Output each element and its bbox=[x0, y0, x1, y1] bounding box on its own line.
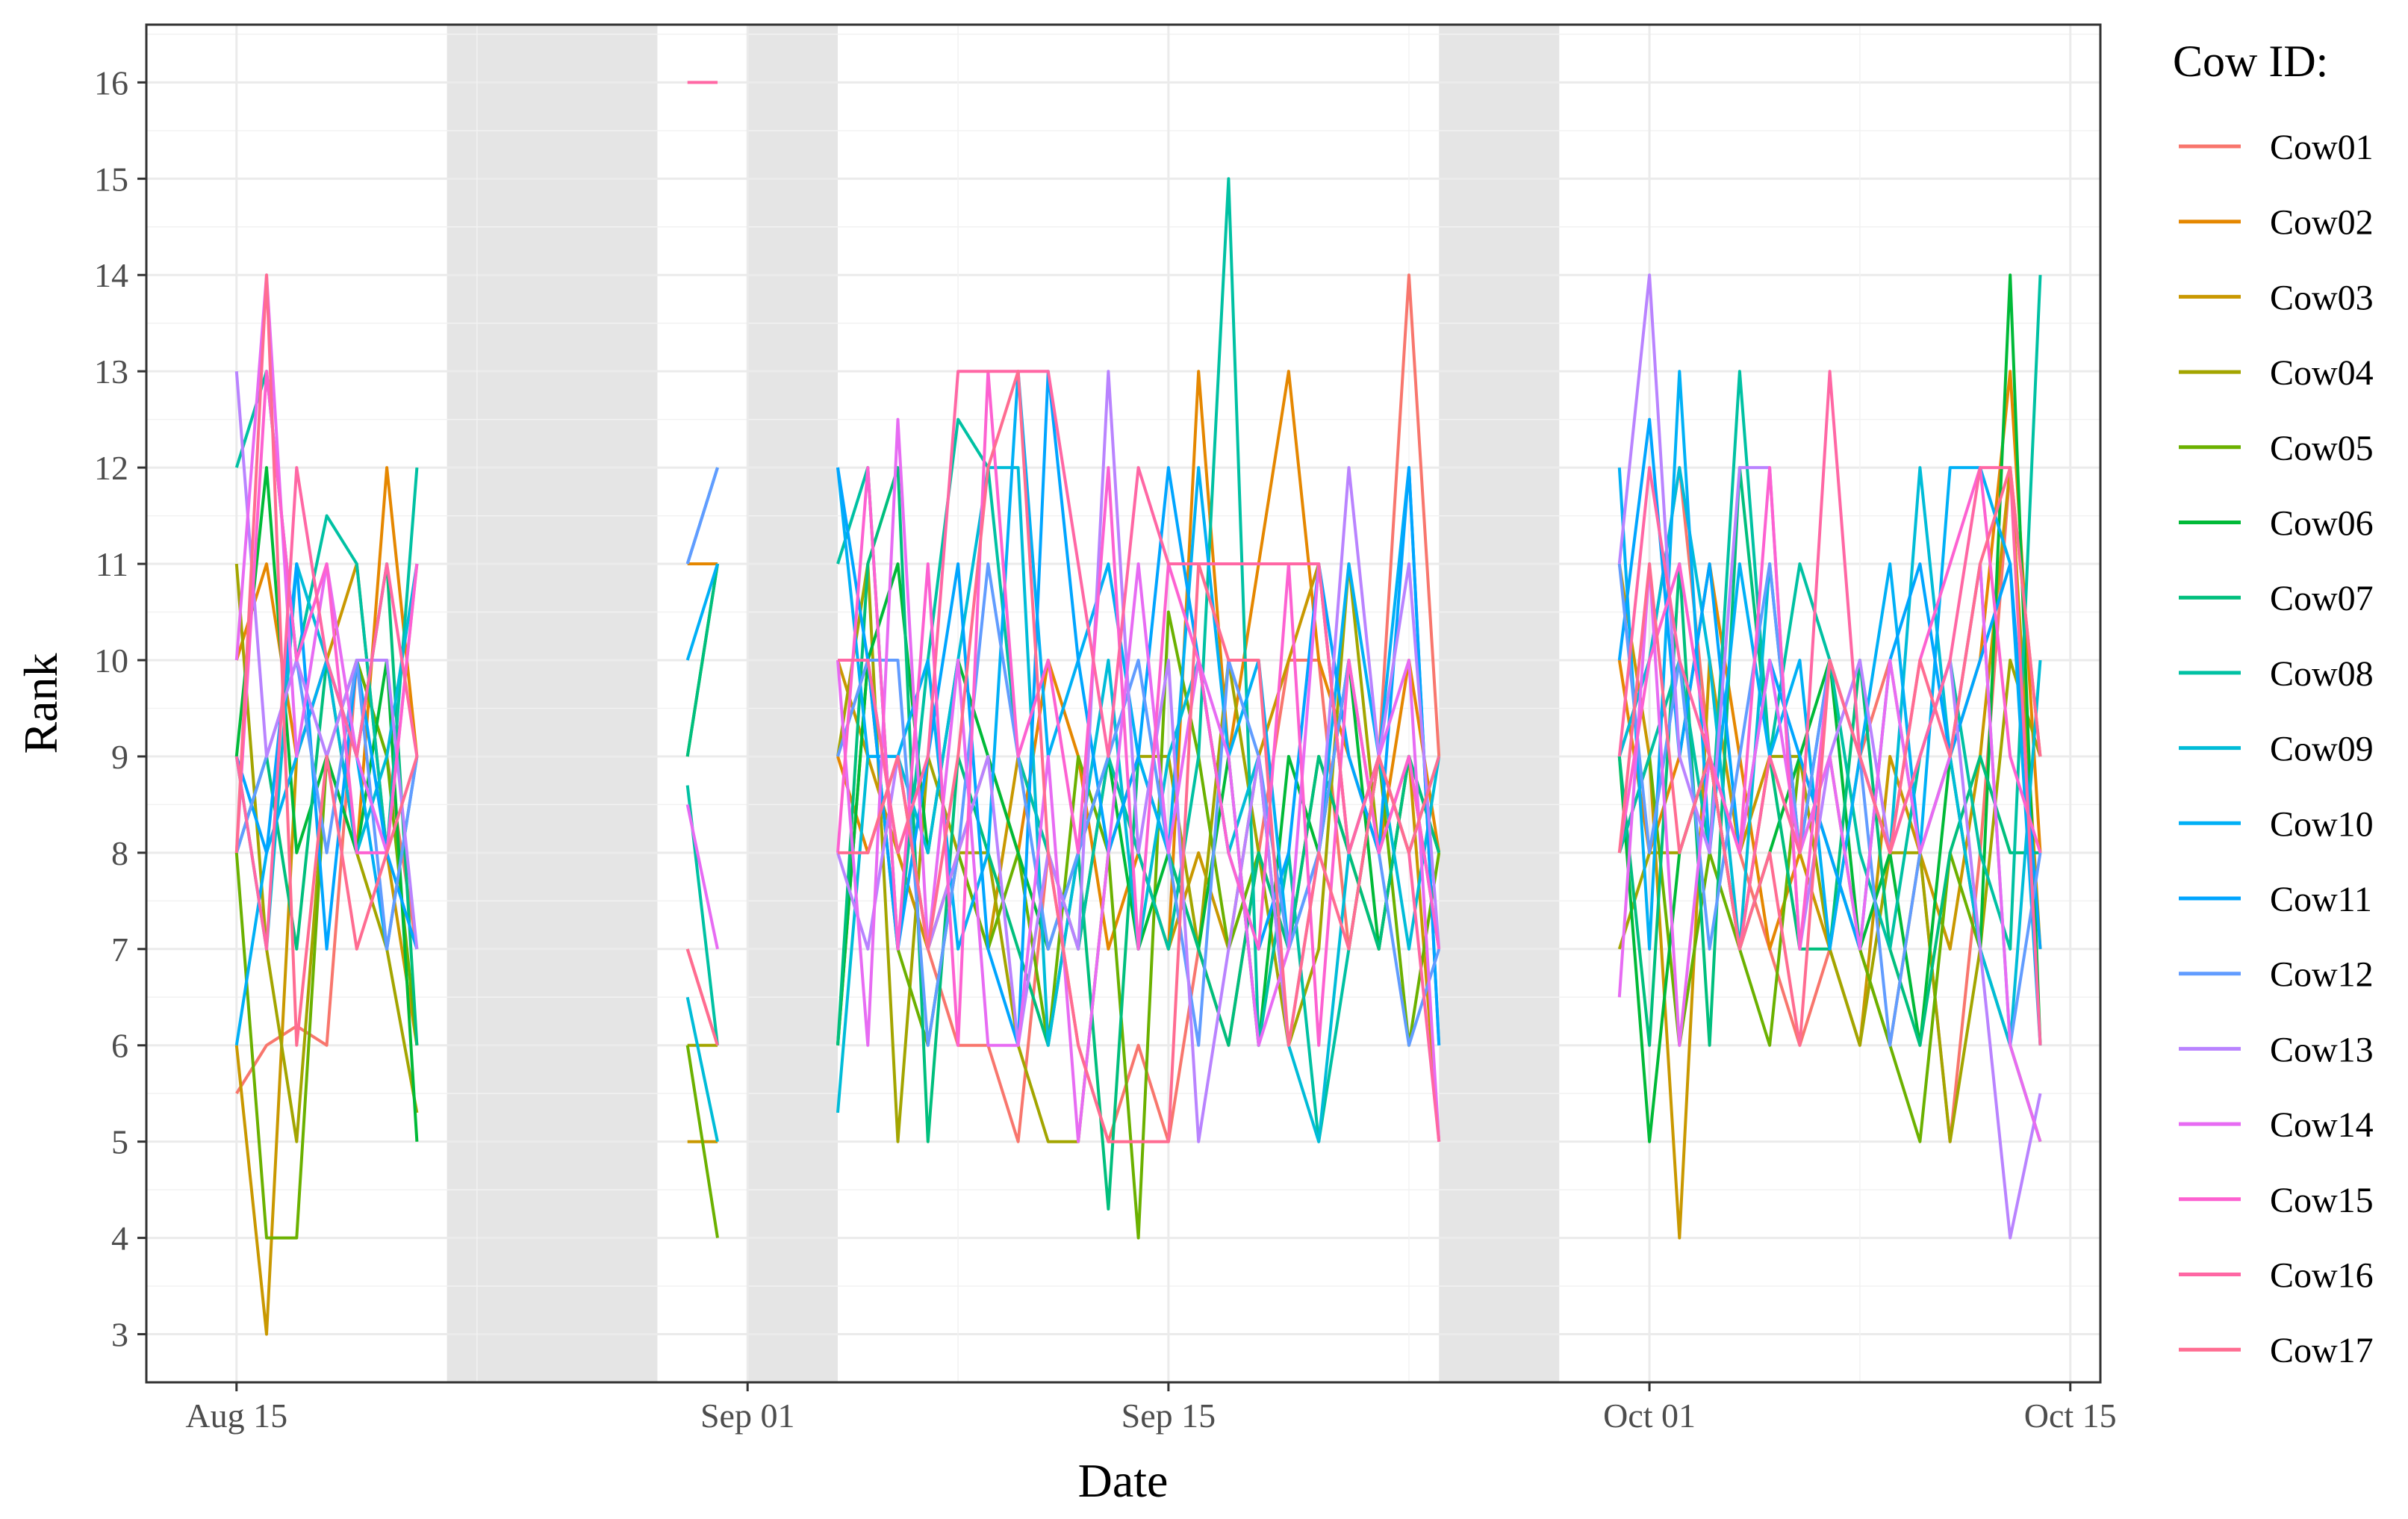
legend: Cow ID: Cow01 Cow02 Cow03 Cow04 Cow05 Cow06 Co… bbox=[2173, 37, 2374, 1370]
y-tick-label: 6 bbox=[111, 1027, 128, 1065]
legend-title: Cow ID: bbox=[2173, 37, 2328, 86]
series-line-cow16 bbox=[234, 81, 2042, 1142]
legend-label-cow03: Cow03 bbox=[2270, 278, 2374, 317]
shaded-period-3 bbox=[1439, 25, 1560, 1382]
y-tick-label: 16 bbox=[94, 63, 128, 102]
legend-label-cow01: Cow01 bbox=[2270, 128, 2374, 167]
legend-label-cow13: Cow13 bbox=[2270, 1030, 2374, 1069]
series-line-cow17 bbox=[234, 273, 2042, 1143]
x-tick-label: Sep 01 bbox=[700, 1397, 795, 1435]
x-tick-label: Sep 15 bbox=[1121, 1397, 1216, 1435]
legend-label-cow17: Cow17 bbox=[2270, 1331, 2374, 1370]
x-tick-label: Oct 15 bbox=[2024, 1397, 2117, 1435]
y-tick-label: 13 bbox=[94, 352, 128, 391]
plot-border bbox=[145, 23, 2102, 1384]
shaded-period-1 bbox=[447, 25, 658, 1382]
shaded-periods bbox=[447, 25, 1560, 1382]
legend-label-cow07: Cow07 bbox=[2270, 579, 2374, 618]
y-tick-label: 5 bbox=[111, 1123, 128, 1161]
series-line-cow12 bbox=[234, 467, 2042, 1047]
y-tick-label: 3 bbox=[111, 1316, 128, 1354]
legend-label-cow14: Cow14 bbox=[2270, 1105, 2374, 1145]
legend-label-cow10: Cow10 bbox=[2270, 804, 2374, 844]
series-line-cow08 bbox=[234, 177, 2042, 1143]
legend-label-cow11: Cow11 bbox=[2270, 880, 2372, 919]
legend-label-cow09: Cow09 bbox=[2270, 730, 2374, 769]
x-axis-title: Date bbox=[1078, 1454, 1169, 1507]
legend-label-cow05: Cow05 bbox=[2270, 429, 2374, 468]
y-tick-label: 15 bbox=[94, 160, 128, 198]
y-tick-label: 4 bbox=[111, 1220, 128, 1258]
x-tick-label: Aug 15 bbox=[185, 1397, 287, 1435]
y-tick-label: 11 bbox=[96, 545, 128, 583]
legend-label-cow02: Cow02 bbox=[2270, 203, 2374, 243]
y-tick-label: 10 bbox=[94, 642, 128, 680]
y-tick-label: 7 bbox=[111, 931, 128, 969]
y-tick-label: 8 bbox=[111, 834, 128, 872]
y-tick-label: 12 bbox=[94, 449, 128, 487]
axes: 3 4 5 6 7 8 9 10 11 12 13 14 15 16 Aug 15 Sep 01 Sep 15 O… bbox=[94, 63, 2117, 1435]
x-tick-label: Oct 01 bbox=[1603, 1397, 1696, 1435]
legend-label-cow16: Cow16 bbox=[2270, 1256, 2374, 1296]
y-tick-label: 9 bbox=[111, 738, 128, 776]
legend-label-cow06: Cow06 bbox=[2270, 504, 2374, 544]
shaded-period-2 bbox=[747, 25, 839, 1382]
series-lines bbox=[234, 81, 2042, 1336]
legend-label-cow15: Cow15 bbox=[2270, 1181, 2374, 1220]
legend-label-cow12: Cow12 bbox=[2270, 955, 2374, 995]
legend-label-cow08: Cow08 bbox=[2270, 654, 2374, 694]
y-tick-label: 14 bbox=[94, 256, 128, 294]
y-axis-title: Rank bbox=[14, 653, 67, 754]
legend-label-cow04: Cow04 bbox=[2270, 353, 2374, 393]
